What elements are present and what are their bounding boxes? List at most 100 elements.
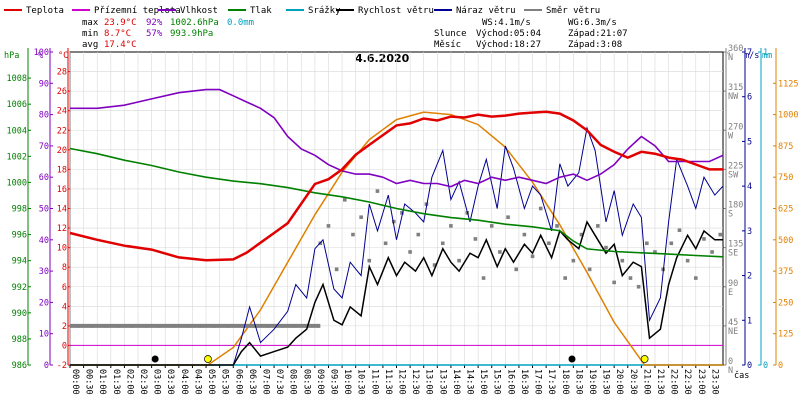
wind-dir-point [538, 206, 543, 211]
wind-dir-point [375, 189, 380, 193]
axis-ms-tick-label: 7 [747, 48, 752, 58]
axis-dir-dir-label: SW [728, 170, 739, 180]
x-tick-label: 14:30 [465, 369, 475, 395]
axis-hpa-tick-label: 988 [12, 335, 27, 345]
axis-pct-tick-label: 40 [39, 236, 49, 246]
wind-dir-point [367, 258, 372, 263]
x-tick-label: 08:00 [288, 369, 298, 395]
legend-label: Vlhkost [180, 6, 218, 16]
axis-mm-tick-label: 0 [763, 361, 768, 371]
axis-ms-tick-label: 6 [747, 93, 752, 103]
x-tick-label: 04:00 [179, 369, 189, 395]
axis-temp-tick-label: 28 [57, 68, 67, 78]
stat-min-press: 993.9hPa [170, 29, 213, 39]
wind-dir-point [718, 232, 723, 237]
stat-min-label: min [82, 29, 98, 39]
x-tick-label: 03:30 [165, 369, 175, 395]
axis-dir-tick-label: 45 [728, 318, 738, 328]
axis-dir-unit: ° [726, 51, 731, 61]
axis-dir-tick-label: 360 [728, 44, 743, 54]
axis-temp-tick-label: 18 [57, 165, 67, 175]
info-sun-rise: Východ:05:04 [476, 29, 541, 39]
wind-dir-point [343, 198, 347, 202]
series-wind-gust [70, 126, 724, 366]
axis-pct-tick-label: 60 [39, 173, 49, 183]
x-tick-label: 05:30 [220, 369, 230, 395]
x-tick-label: 01:00 [97, 369, 107, 395]
axis-hpa-tick-label: 998 [12, 205, 27, 215]
axis-wm2-tick-label: 375 [778, 267, 793, 277]
axis-wm2-tick-label: 250 [778, 298, 793, 308]
axis-ms-tick-label: 0 [747, 361, 752, 371]
axis-dir-dir-label: NW [728, 92, 739, 102]
axis-wm2-tick-label: 875 [778, 142, 793, 152]
wind-dir-point [645, 241, 649, 246]
axis-temp-tick-label: 10 [57, 244, 67, 254]
wind-dir-point [351, 232, 355, 237]
wind-dir-point [620, 258, 625, 263]
wind-dir-point [653, 250, 657, 254]
axes-layer: 00:00 00:30 01:00 01:30 02:00 02:30 03:00 03:30… [7, 44, 799, 395]
wind-dir-point [416, 232, 421, 237]
legend-label: Rychlost větru [358, 6, 434, 16]
wind-dir-point [481, 276, 486, 280]
axis-temp-tick-label: -2 [57, 361, 67, 371]
axis-dir-dir-label: S [728, 210, 733, 220]
x-tick-label: 09:00 [315, 369, 325, 395]
axis-hpa-unit: hPa [4, 51, 19, 61]
info-moon-set: Západ:3:08 [568, 40, 622, 50]
wind-dir-point [424, 202, 429, 206]
x-tick-label: 15:30 [492, 369, 502, 395]
axis-ms-tick-label: 4 [747, 182, 752, 192]
axis-dir-tick-label: 90 [728, 279, 738, 289]
wind-dir-point [693, 276, 698, 280]
x-tick-label: 21:30 [655, 369, 665, 395]
x-tick-label: 09:30 [328, 369, 338, 395]
wind-dir-point [359, 215, 363, 219]
wind-dir-point [579, 232, 584, 237]
series-humidity [70, 88, 724, 188]
x-tick-label: 00:30 [84, 369, 94, 395]
x-tick-label: 14:00 [451, 369, 461, 395]
x-tick-label: 10:30 [356, 369, 366, 395]
wind-dir-point [530, 254, 535, 259]
stat-avg-label: avg [82, 40, 98, 50]
axis-hpa-tick-label: 992 [12, 283, 27, 293]
axis-temp-tick-label: 2 [62, 322, 67, 332]
axis-hpa-tick-label: 994 [12, 257, 27, 267]
moonrise-marker [568, 355, 576, 363]
axis-temp-tick-label: 26 [57, 87, 67, 97]
axis-hpa-tick-label: 986 [12, 361, 27, 371]
sunset-marker [640, 355, 649, 363]
x-tick-label: 20:30 [628, 369, 638, 395]
x-tick-label: 23:30 [709, 369, 719, 395]
legend-label: Teplota [26, 6, 64, 16]
stat-max-rain: 0.0mm [227, 18, 254, 28]
x-tick-label: 02:00 [124, 369, 134, 395]
axis-ms-tick-label: 3 [747, 227, 752, 237]
axis-pct-tick-label: 70 [39, 142, 49, 152]
wind-dir-point [702, 237, 706, 241]
series-pressure [69, 147, 724, 258]
axis-pct-tick-label: 10 [39, 330, 49, 340]
axis-dir-tick-label: 135 [728, 240, 743, 250]
axis-hpa-tick-label: 1004 [7, 126, 27, 136]
axis-temp-tick-label: 16 [57, 185, 67, 195]
x-tick-label: 13:00 [424, 369, 434, 395]
axis-dir-dir-label: W [728, 131, 734, 141]
axis-dir-dir-label: SE [728, 249, 738, 259]
axis-temp-tick-label: 0 [62, 341, 67, 351]
axis-wm2-tick-label: 625 [778, 205, 793, 215]
axis-dir-tick-label: 180 [728, 201, 743, 211]
x-tick-label: 21:00 [641, 369, 651, 395]
axis-dir-dir-label: E [728, 288, 733, 298]
x-tick-label: 00:00 [70, 369, 80, 395]
x-tick-label: 20:00 [614, 369, 624, 395]
legend-label: Tlak [250, 6, 272, 16]
wind-dir-point [547, 241, 551, 246]
axis-ms-unit: m/s [744, 51, 759, 61]
info-ws: WS:4.1m/s [482, 18, 531, 28]
legend-label: Přízemní teplota [94, 6, 181, 16]
x-tick-label: 07:00 [260, 369, 270, 395]
wind-dir-point [677, 228, 682, 233]
